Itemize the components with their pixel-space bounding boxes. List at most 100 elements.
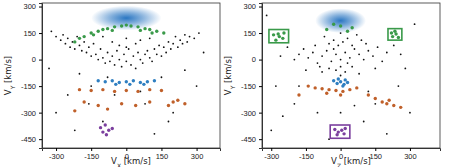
point bbox=[344, 78, 347, 81]
point bbox=[67, 94, 69, 96]
point bbox=[386, 133, 388, 135]
tick-label: 300 bbox=[243, 2, 256, 11]
point bbox=[78, 88, 81, 91]
tick: -300 bbox=[241, 109, 262, 118]
point bbox=[332, 79, 335, 82]
point bbox=[111, 29, 114, 32]
point bbox=[184, 34, 186, 36]
y-axis: -450-300-1500150300 bbox=[241, 2, 263, 148]
point bbox=[335, 82, 338, 85]
point bbox=[132, 79, 135, 82]
point bbox=[341, 84, 344, 87]
point bbox=[339, 93, 342, 96]
point bbox=[327, 88, 330, 91]
point bbox=[346, 30, 349, 33]
point bbox=[139, 39, 141, 41]
tick: 300 bbox=[23, 2, 42, 11]
point bbox=[189, 36, 191, 38]
point bbox=[330, 60, 332, 62]
point bbox=[160, 89, 163, 92]
tick-mark bbox=[259, 139, 262, 140]
tick-label: -300 bbox=[49, 152, 64, 161]
point bbox=[337, 45, 339, 47]
tick-mark bbox=[259, 7, 262, 8]
point bbox=[139, 59, 141, 61]
tick: 150 bbox=[370, 148, 383, 161]
point bbox=[341, 90, 344, 93]
point bbox=[106, 27, 109, 30]
tick-label: -150 bbox=[241, 82, 256, 91]
point bbox=[88, 46, 90, 48]
point bbox=[116, 50, 118, 52]
point bbox=[82, 35, 85, 38]
tick-label: -300 bbox=[264, 152, 279, 161]
point bbox=[367, 50, 369, 52]
tick-label: 300 bbox=[191, 152, 204, 161]
frame bbox=[262, 3, 440, 148]
tick: -150 bbox=[299, 148, 314, 161]
point bbox=[73, 109, 76, 112]
point bbox=[106, 107, 109, 110]
tick-label: -150 bbox=[21, 82, 36, 91]
point bbox=[161, 76, 163, 78]
point bbox=[344, 127, 347, 130]
point bbox=[293, 59, 295, 61]
point bbox=[414, 23, 416, 25]
point bbox=[74, 129, 76, 131]
density bbox=[91, 6, 161, 31]
point bbox=[129, 24, 132, 27]
tick-label: 0 bbox=[252, 55, 256, 64]
tick: 150 bbox=[23, 29, 42, 38]
point bbox=[118, 81, 121, 84]
point bbox=[74, 48, 76, 50]
tick-label: -150 bbox=[299, 152, 314, 161]
point bbox=[60, 39, 62, 41]
point bbox=[86, 52, 88, 54]
point bbox=[320, 87, 323, 90]
point bbox=[111, 127, 114, 130]
tick-mark bbox=[271, 148, 272, 151]
point bbox=[88, 103, 90, 105]
point bbox=[104, 123, 107, 126]
point bbox=[158, 45, 160, 47]
point bbox=[392, 104, 395, 107]
tick: 0 bbox=[252, 55, 262, 64]
tick: 0 bbox=[32, 55, 42, 64]
tick-mark bbox=[39, 60, 42, 61]
point bbox=[125, 60, 127, 62]
point bbox=[337, 77, 340, 80]
point bbox=[393, 45, 395, 47]
point bbox=[111, 55, 113, 57]
point bbox=[275, 85, 277, 87]
tick-mark bbox=[306, 148, 307, 151]
point bbox=[404, 68, 406, 70]
point bbox=[132, 80, 134, 82]
point bbox=[342, 41, 344, 43]
point bbox=[387, 99, 390, 102]
y-axis-label: VY [km/s] bbox=[223, 56, 236, 95]
point bbox=[89, 89, 92, 92]
axis-line bbox=[43, 149, 221, 152]
tick-label: 300 bbox=[404, 152, 417, 161]
point bbox=[321, 55, 323, 57]
point bbox=[142, 62, 144, 64]
point bbox=[120, 102, 123, 105]
point bbox=[358, 73, 360, 75]
point bbox=[303, 48, 305, 50]
point bbox=[143, 27, 146, 30]
tick-mark bbox=[39, 7, 42, 8]
point bbox=[351, 45, 353, 47]
point bbox=[118, 59, 120, 61]
point bbox=[67, 37, 69, 39]
point bbox=[113, 25, 116, 28]
tick: 300 bbox=[191, 148, 204, 161]
point bbox=[272, 33, 275, 36]
point bbox=[340, 66, 342, 68]
point bbox=[374, 103, 376, 105]
point bbox=[354, 48, 356, 50]
point bbox=[125, 46, 127, 48]
point bbox=[101, 28, 104, 31]
point bbox=[335, 69, 337, 71]
point bbox=[125, 37, 127, 39]
tick-mark bbox=[410, 148, 411, 151]
